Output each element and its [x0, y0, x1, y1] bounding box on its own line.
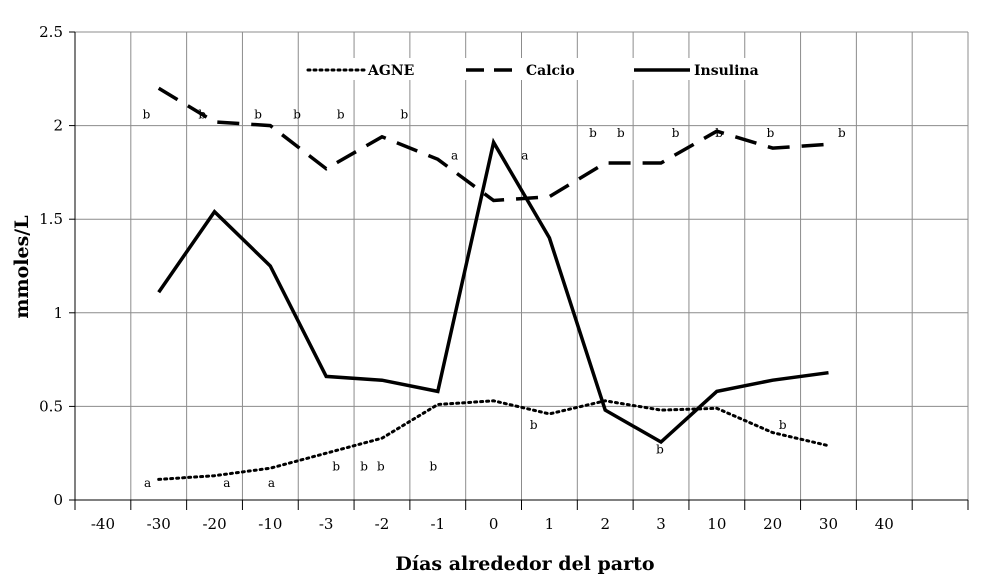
- annotation-letter: b: [672, 126, 680, 140]
- annotation-letter: a: [268, 476, 275, 490]
- y-tick-label: 0.5: [39, 397, 63, 415]
- y-tick-label: 1: [53, 304, 63, 322]
- annotation-letter: a: [521, 149, 528, 163]
- x-tick-label: -40: [91, 515, 115, 533]
- annotation-letter: b: [530, 418, 538, 432]
- y-tick-label: 2: [53, 117, 63, 135]
- annotation-letter: b: [293, 107, 301, 121]
- x-tick-label: -2: [375, 515, 390, 533]
- annotation-letter: b: [656, 442, 664, 456]
- series-line-insulina: [157, 137, 829, 445]
- x-tick-label: -10: [258, 515, 282, 533]
- axes: 00.511.522.5-40 -30 -20 -10 -3 -2 -1 0 1 2 3 10 20 30…: [39, 23, 969, 533]
- annotation-letter: b: [589, 126, 597, 140]
- y-tick-label: 2.5: [39, 23, 63, 41]
- x-tick-label: 0: [489, 515, 499, 533]
- legend-label-agne: AGNE: [367, 63, 414, 79]
- x-tick-label: -1: [430, 515, 445, 533]
- y-axis-label: mmoles/L: [11, 215, 33, 318]
- annotation-letter: b: [377, 459, 385, 473]
- annotation-letter: b: [400, 107, 408, 121]
- x-tick-label: 20: [763, 515, 782, 533]
- legend-label-insulina: Insulina: [694, 63, 759, 79]
- annotation-letter: a: [451, 149, 458, 163]
- legend-bg: [462, 58, 584, 80]
- annotation-letter: b: [617, 126, 625, 140]
- legend-bg: [304, 58, 416, 80]
- x-tick-label: -20: [202, 515, 226, 533]
- annotation-letter: b: [767, 126, 775, 140]
- legend-label-calcio: Calcio: [526, 63, 575, 79]
- annotation-letter: b: [332, 459, 340, 473]
- legend: AGNE Calcio Insulina: [304, 58, 772, 80]
- annotation-letter: b: [715, 126, 723, 140]
- series-line-agne: [157, 399, 830, 481]
- annotation-letter: a: [144, 476, 151, 490]
- x-tick-label: 1: [545, 515, 555, 533]
- annotation-letter: b: [779, 418, 787, 432]
- annotation-letter: b: [143, 107, 151, 121]
- series-line-calcio: [157, 86, 829, 203]
- x-tick-label: 3: [656, 515, 666, 533]
- x-tick-label: 30: [819, 515, 838, 533]
- x-tick-label: -3: [319, 515, 334, 533]
- x-tick-label: -30: [147, 515, 171, 533]
- x-axis-label: Días alrededor del parto: [395, 553, 654, 575]
- annotation-letter: b: [429, 459, 437, 473]
- y-tick-label: 0: [53, 491, 63, 509]
- y-tick-label: 1.5: [39, 210, 63, 228]
- annotation-letter: b: [838, 126, 846, 140]
- annotation-letter: b: [254, 107, 262, 121]
- x-tick-label: 10: [707, 515, 726, 533]
- annotation-letter: b: [198, 107, 206, 121]
- annotation-letter: b: [337, 107, 345, 121]
- x-tick-label: 2: [600, 515, 610, 533]
- grid: [75, 31, 969, 501]
- legend-bg: [630, 58, 772, 80]
- annotation-letter: a: [223, 476, 230, 490]
- series-lines: [157, 86, 830, 481]
- annotation-letter: b: [360, 459, 368, 473]
- x-tick-label: 40: [875, 515, 894, 533]
